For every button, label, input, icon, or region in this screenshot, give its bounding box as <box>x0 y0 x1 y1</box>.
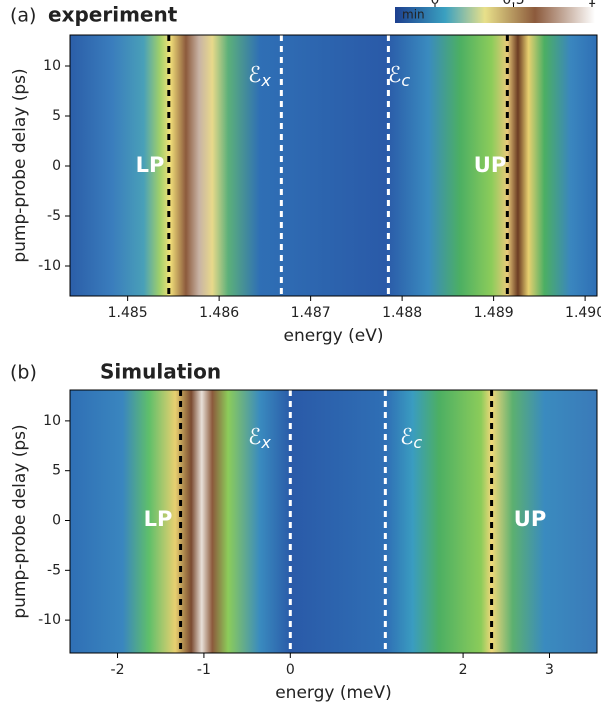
plot-frame <box>69 389 598 654</box>
y-axis-label: pump-probe delay (ps) <box>10 424 30 618</box>
annotation: LP <box>136 153 165 177</box>
heatmap <box>70 390 597 653</box>
x-tick-label: 1.490 <box>565 305 601 321</box>
symbol-subscript: c <box>401 71 410 90</box>
annotation: LP <box>144 507 173 531</box>
colorbar-tick-label: 0.5 <box>502 0 524 8</box>
symbol-label: ℰx <box>248 425 271 452</box>
x-tick-label: 1.485 <box>108 305 148 321</box>
symbol: ℰ <box>248 63 261 88</box>
annotation: UP <box>474 153 506 177</box>
x-tick-label: -1 <box>197 662 211 678</box>
y-tick-label: 5 <box>52 463 61 479</box>
symbol-label: ℰc <box>388 63 410 90</box>
symbol-subscript: x <box>260 433 271 452</box>
colorbar <box>395 7 595 23</box>
y-tick-label: -5 <box>47 208 61 224</box>
x-tick-label: 1.487 <box>291 305 331 321</box>
heatmap <box>70 35 597 296</box>
symbol: ℰ <box>400 425 413 450</box>
x-tick-label: 1.489 <box>474 305 514 321</box>
y-axis-label: pump-probe delay (ps) <box>10 68 30 262</box>
symbol-subscript: x <box>260 71 271 90</box>
y-tick-label: 0 <box>52 513 61 529</box>
x-tick-label: 2 <box>459 662 468 678</box>
symbol-label: ℰc <box>400 425 422 452</box>
x-tick-label: 1.488 <box>382 305 422 321</box>
x-tick-label: 3 <box>545 662 554 678</box>
panel-label: (a) <box>10 5 36 27</box>
symbol: ℰ <box>248 425 261 450</box>
x-axis-label: energy (eV) <box>284 326 384 346</box>
x-tick-label: 0 <box>286 662 295 678</box>
colorbar-tick-label: 0 <box>431 0 440 8</box>
colorbar-label: min <box>402 8 425 22</box>
panel-title: experiment <box>48 3 178 27</box>
symbol-label: ℰx <box>248 63 271 90</box>
y-tick-label: 0 <box>52 158 61 174</box>
colorbar-tick-label: 1 <box>588 0 597 8</box>
x-tick-label: 1.486 <box>199 305 239 321</box>
y-tick-label: -5 <box>47 562 61 578</box>
y-tick-label: -10 <box>38 258 61 274</box>
y-tick-label: 5 <box>52 108 61 124</box>
x-axis-label: energy (meV) <box>275 683 392 703</box>
symbol: ℰ <box>388 63 401 88</box>
y-tick-label: 10 <box>43 413 61 429</box>
annotation: UP <box>514 507 546 531</box>
y-tick-label: 10 <box>43 58 61 74</box>
x-tick-label: -2 <box>111 662 125 678</box>
panel-label: (b) <box>10 362 37 384</box>
y-tick-label: -10 <box>38 612 61 628</box>
panel-title: Simulation <box>100 360 221 384</box>
symbol-subscript: c <box>413 433 422 452</box>
